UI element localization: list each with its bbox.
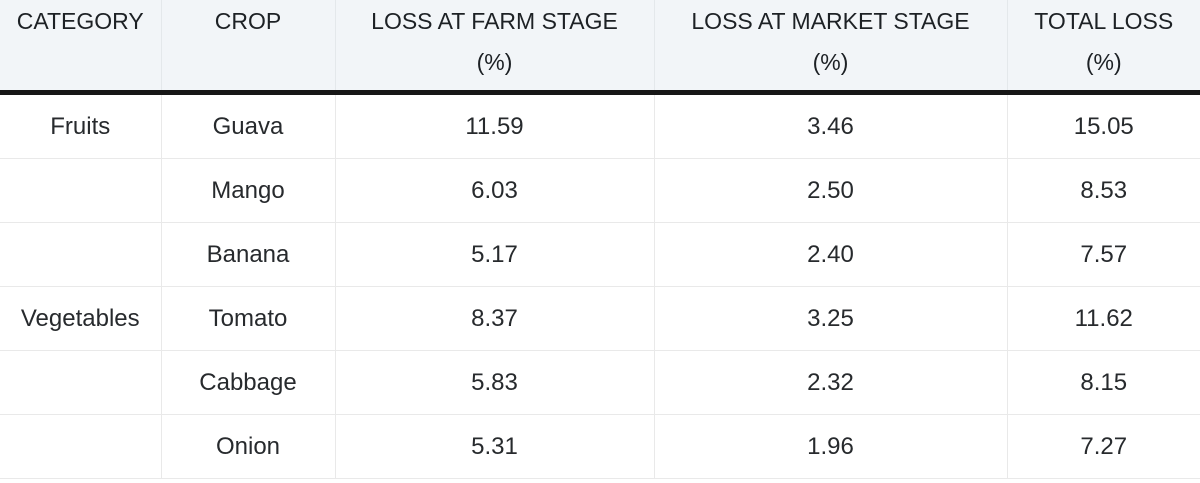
cell-total-loss: 11.62 <box>1007 286 1200 351</box>
header-crop-label: CROP <box>214 8 282 34</box>
cell-category: Fruits <box>0 92 162 159</box>
cell-farm-loss: 6.03 <box>335 158 655 223</box>
cell-total-loss: 7.27 <box>1007 414 1200 479</box>
cell-market-loss: 3.46 <box>654 92 1008 159</box>
cell-crop: Onion <box>161 414 336 479</box>
header-category-label: CATEGORY <box>16 8 144 34</box>
header-row: CATEGORY CROP LOSS AT FARM STAGE (%) LOS… <box>0 0 1200 95</box>
header-crop: CROP <box>161 0 336 95</box>
cell-farm-loss: 8.37 <box>335 286 655 351</box>
cell-category <box>0 350 162 415</box>
header-market-loss: LOSS AT MARKET STAGE (%) <box>654 0 1008 95</box>
cell-market-loss: 2.32 <box>654 350 1008 415</box>
cell-market-loss: 1.96 <box>654 414 1008 479</box>
cell-total-loss: 7.57 <box>1007 222 1200 287</box>
header-market-loss-label: LOSS AT MARKET STAGE <box>691 8 970 34</box>
cell-market-loss: 2.40 <box>654 222 1008 287</box>
cell-market-loss: 3.25 <box>654 286 1008 351</box>
cell-crop: Guava <box>161 92 336 159</box>
cell-farm-loss: 11.59 <box>335 92 655 159</box>
cell-market-loss: 2.50 <box>654 158 1008 223</box>
header-market-loss-sub: (%) <box>812 49 849 75</box>
cell-category: Vegetables <box>0 286 162 351</box>
table-row: Fruits Guava 11.59 3.46 15.05 <box>0 92 1200 159</box>
cell-category <box>0 222 162 287</box>
table-row: Banana 5.17 2.40 7.57 <box>0 222 1200 287</box>
header-total-loss: TOTAL LOSS (%) <box>1007 0 1200 95</box>
cell-total-loss: 8.53 <box>1007 158 1200 223</box>
header-farm-loss-label: LOSS AT FARM STAGE <box>371 8 618 34</box>
table-row: Cabbage 5.83 2.32 8.15 <box>0 350 1200 415</box>
table-header: CATEGORY CROP LOSS AT FARM STAGE (%) LOS… <box>0 0 1200 95</box>
cell-farm-loss: 5.31 <box>335 414 655 479</box>
cell-total-loss: 8.15 <box>1007 350 1200 415</box>
cell-category <box>0 414 162 479</box>
cell-crop: Cabbage <box>161 350 336 415</box>
cell-total-loss: 15.05 <box>1007 92 1200 159</box>
header-farm-loss-sub: (%) <box>476 49 513 75</box>
header-farm-loss: LOSS AT FARM STAGE (%) <box>335 0 655 95</box>
cell-farm-loss: 5.83 <box>335 350 655 415</box>
cell-category <box>0 158 162 223</box>
table-row: Onion 5.31 1.96 7.27 <box>0 414 1200 479</box>
table-body: Fruits Guava 11.59 3.46 15.05 Mango 6.03… <box>0 92 1200 479</box>
header-total-loss-label: TOTAL LOSS <box>1034 8 1174 34</box>
cell-crop: Banana <box>161 222 336 287</box>
cell-crop: Tomato <box>161 286 336 351</box>
cell-farm-loss: 5.17 <box>335 222 655 287</box>
header-total-loss-sub: (%) <box>1085 49 1122 75</box>
cell-crop: Mango <box>161 158 336 223</box>
table-row: Vegetables Tomato 8.37 3.25 11.62 <box>0 286 1200 351</box>
header-category: CATEGORY <box>0 0 162 95</box>
table-row: Mango 6.03 2.50 8.53 <box>0 158 1200 223</box>
